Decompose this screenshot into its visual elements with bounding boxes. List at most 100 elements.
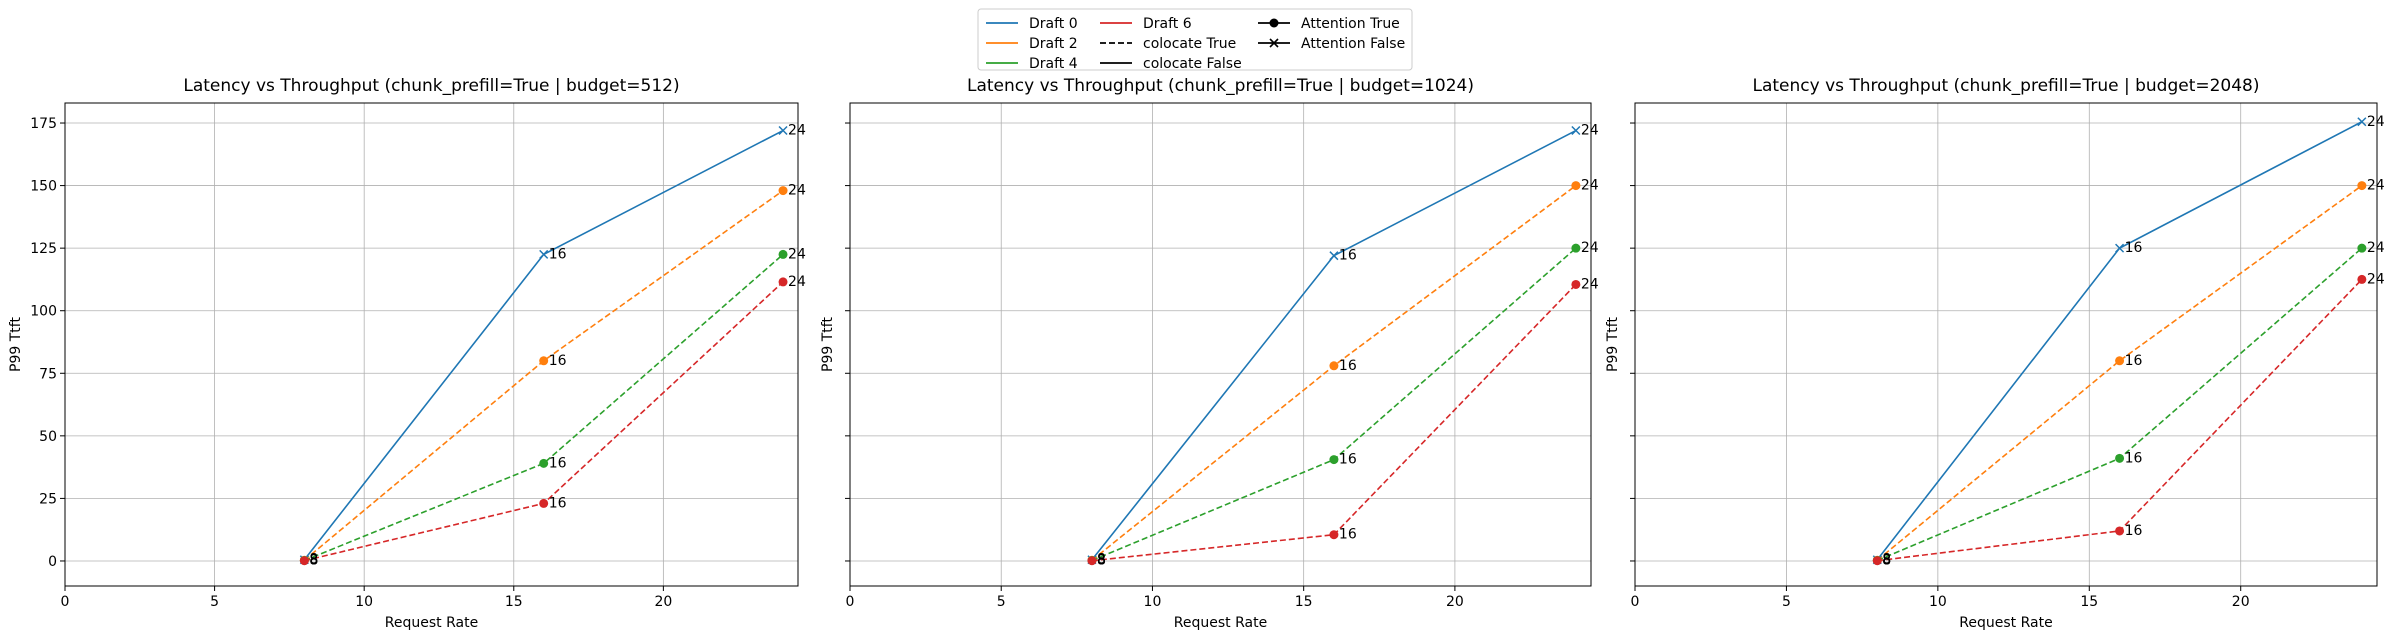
data-point: [1087, 556, 1097, 566]
data-point: [2357, 181, 2367, 191]
data-point: [539, 458, 549, 468]
subplot-title: Latency vs Throughput (chunk_prefill=Tru…: [967, 76, 1474, 96]
point-label: 24: [788, 274, 806, 290]
point-label: 24: [2367, 240, 2385, 256]
subplot-title: Latency vs Throughput (chunk_prefill=Tru…: [183, 76, 679, 96]
point-label: 8: [309, 552, 318, 568]
point-label: 16: [549, 495, 567, 511]
point-label: 8: [1097, 553, 1106, 569]
point-label: 24: [1581, 240, 1599, 256]
point-label: 24: [2367, 114, 2385, 130]
y-tick-label: 175: [30, 116, 57, 132]
legend-label: Draft 2: [1029, 36, 1078, 52]
legend-label: colocate False: [1143, 56, 1242, 72]
legend: Draft 0 Draft 2 Draft 4 Draft 6 colocate Tru…: [977, 8, 1413, 72]
y-tick-label: 150: [30, 179, 57, 195]
series-line-draft-0: [303, 129, 784, 561]
point-label: 24: [2367, 178, 2385, 194]
y-tick-label: 125: [30, 241, 57, 257]
data-point: [778, 186, 788, 196]
series-line-draft-0: [1876, 121, 2363, 561]
y-tick-label: 100: [30, 304, 57, 320]
data-point: [539, 249, 549, 259]
data-point: [2357, 243, 2367, 253]
legend-marker: [1269, 18, 1279, 28]
subplot-title: Latency vs Throughput (chunk_prefill=Tru…: [1752, 76, 2259, 96]
data-point: [778, 125, 788, 136]
point-label: 8: [1097, 552, 1106, 568]
data-point: [2115, 526, 2125, 536]
series-line-draft-4: [1091, 247, 1577, 562]
series-line-draft-0: [1091, 129, 1577, 561]
legend-label: Draft 4: [1029, 56, 1078, 72]
data-point: [2115, 453, 2125, 463]
point-label: 16: [1339, 248, 1357, 264]
data-point: [539, 356, 549, 366]
data-point: [1329, 361, 1339, 371]
point-label: 16: [549, 246, 567, 262]
data-point: [2115, 356, 2125, 366]
legend-label: colocate True: [1143, 36, 1236, 52]
x-axis-label: Request Rate: [1959, 615, 2052, 631]
legend-label: Attention False: [1301, 36, 1405, 52]
point-label: 24: [788, 183, 806, 199]
point-label: 16: [2125, 353, 2143, 369]
legend-label: Attention True: [1301, 16, 1400, 32]
point-label: 24: [788, 246, 806, 262]
point-label: 8: [1882, 552, 1891, 568]
point-label: 16: [2125, 450, 2143, 466]
data-point: [2357, 117, 2367, 127]
series-line-draft-2: [1876, 184, 2363, 561]
y-axis-label: P99 Ttft: [8, 317, 24, 372]
point-label: 24: [788, 123, 806, 139]
point-label: 24: [1581, 178, 1599, 194]
data-point: [1329, 530, 1339, 540]
legend-marker: [1269, 38, 1279, 48]
point-label: 8: [309, 552, 318, 568]
point-label: 8: [1882, 553, 1891, 569]
legend-label: Draft 6: [1143, 16, 1192, 32]
x-tick-label: 0: [1631, 594, 1640, 610]
point-label: 8: [309, 552, 318, 568]
point-label: 16: [2125, 523, 2143, 539]
point-label: 8: [309, 553, 318, 569]
x-tick-label: 15: [2080, 594, 2098, 610]
x-tick-label: 5: [997, 594, 1006, 610]
x-axis-label: Request Rate: [385, 615, 478, 631]
data-point: [1571, 181, 1581, 191]
point-label: 8: [1882, 552, 1891, 568]
data-point: [1571, 125, 1581, 136]
data-point: [299, 556, 309, 566]
data-point: [2115, 243, 2125, 253]
point-label: 8: [1882, 552, 1891, 568]
point-label: 16: [1339, 358, 1357, 374]
axes-frame: [64, 102, 799, 587]
point-label: 16: [1339, 527, 1357, 543]
point-label: 24: [2367, 271, 2385, 287]
data-point: [539, 498, 549, 508]
y-tick-label: 75: [39, 366, 57, 382]
legend-label: Draft 0: [1029, 16, 1078, 32]
point-label: 24: [1581, 123, 1599, 139]
x-tick-label: 10: [355, 594, 373, 610]
y-tick-label: 25: [39, 491, 57, 507]
x-tick-label: 0: [61, 594, 70, 610]
series-line-draft-6: [1091, 283, 1577, 562]
x-tick-label: 20: [654, 594, 672, 610]
y-axis-label: P99 Ttft: [820, 317, 836, 372]
x-tick-label: 10: [1929, 594, 1947, 610]
x-tick-label: 10: [1144, 594, 1162, 610]
point-label: 8: [1097, 552, 1106, 568]
data-point: [778, 277, 788, 287]
y-axis-label: P99 Ttft: [1605, 317, 1621, 372]
point-label: 16: [2125, 240, 2143, 256]
x-tick-label: 20: [2232, 594, 2250, 610]
point-label: 16: [549, 455, 567, 471]
legend-frame: [977, 8, 1413, 71]
x-axis-label: Request Rate: [1174, 615, 1267, 631]
